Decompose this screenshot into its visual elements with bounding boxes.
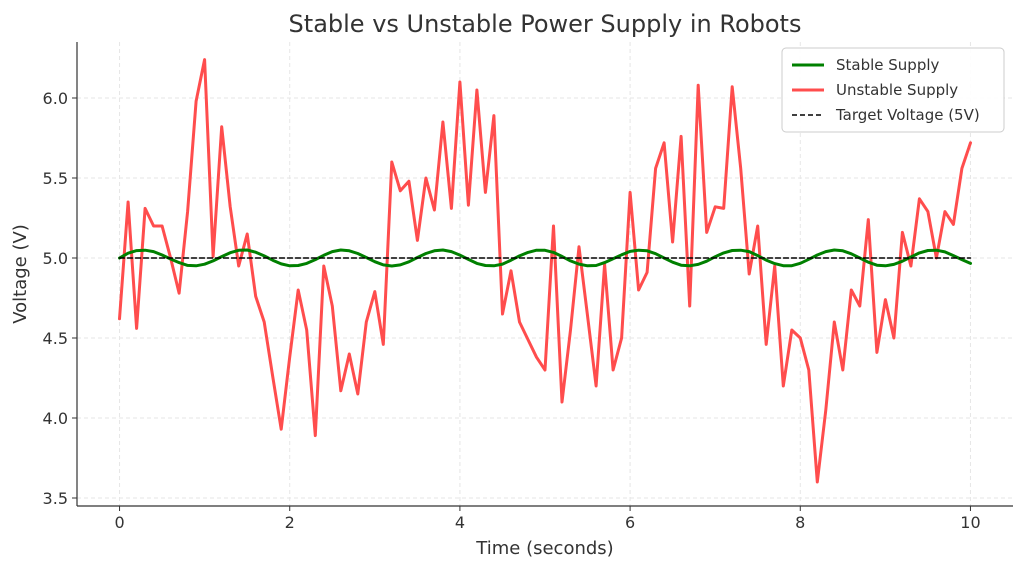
legend-label-target: Target Voltage (5V) xyxy=(835,106,980,124)
y-tick-label: 4.0 xyxy=(43,409,68,428)
axes xyxy=(76,42,1013,507)
y-ticks: 3.5 4.0 4.5 5.0 5.5 6.0 xyxy=(43,89,77,508)
x-tick-label: 8 xyxy=(795,513,805,532)
legend-box xyxy=(781,47,1005,133)
x-tick-label: 10 xyxy=(960,513,980,532)
x-tick-label: 0 xyxy=(114,513,124,532)
legend-label-stable: Stable Supply xyxy=(836,56,940,74)
y-tick-label: 6.0 xyxy=(43,89,68,108)
y-tick-label: 5.5 xyxy=(43,169,68,188)
legend: Stable Supply Unstable Supply Target Vol… xyxy=(781,47,1005,133)
x-tick-label: 2 xyxy=(285,513,295,532)
series-lines xyxy=(118,58,972,484)
legend-label-unstable: Unstable Supply xyxy=(836,81,958,99)
x-axis-title: Time (seconds) xyxy=(475,538,613,559)
series-line-unstable xyxy=(118,58,972,484)
series-line-stable xyxy=(118,248,972,268)
y-axis-title: Voltage (V) xyxy=(10,224,31,324)
x-tick-label: 6 xyxy=(625,513,635,532)
y-tick-label: 4.5 xyxy=(43,329,68,348)
chart-title: Stable vs Unstable Power Supply in Robot… xyxy=(289,10,802,38)
y-tick-label: 5.0 xyxy=(43,249,68,268)
x-ticks: 0 2 4 6 8 10 xyxy=(114,506,981,532)
x-tick-label: 4 xyxy=(455,513,465,532)
y-tick-label: 3.5 xyxy=(43,489,68,508)
